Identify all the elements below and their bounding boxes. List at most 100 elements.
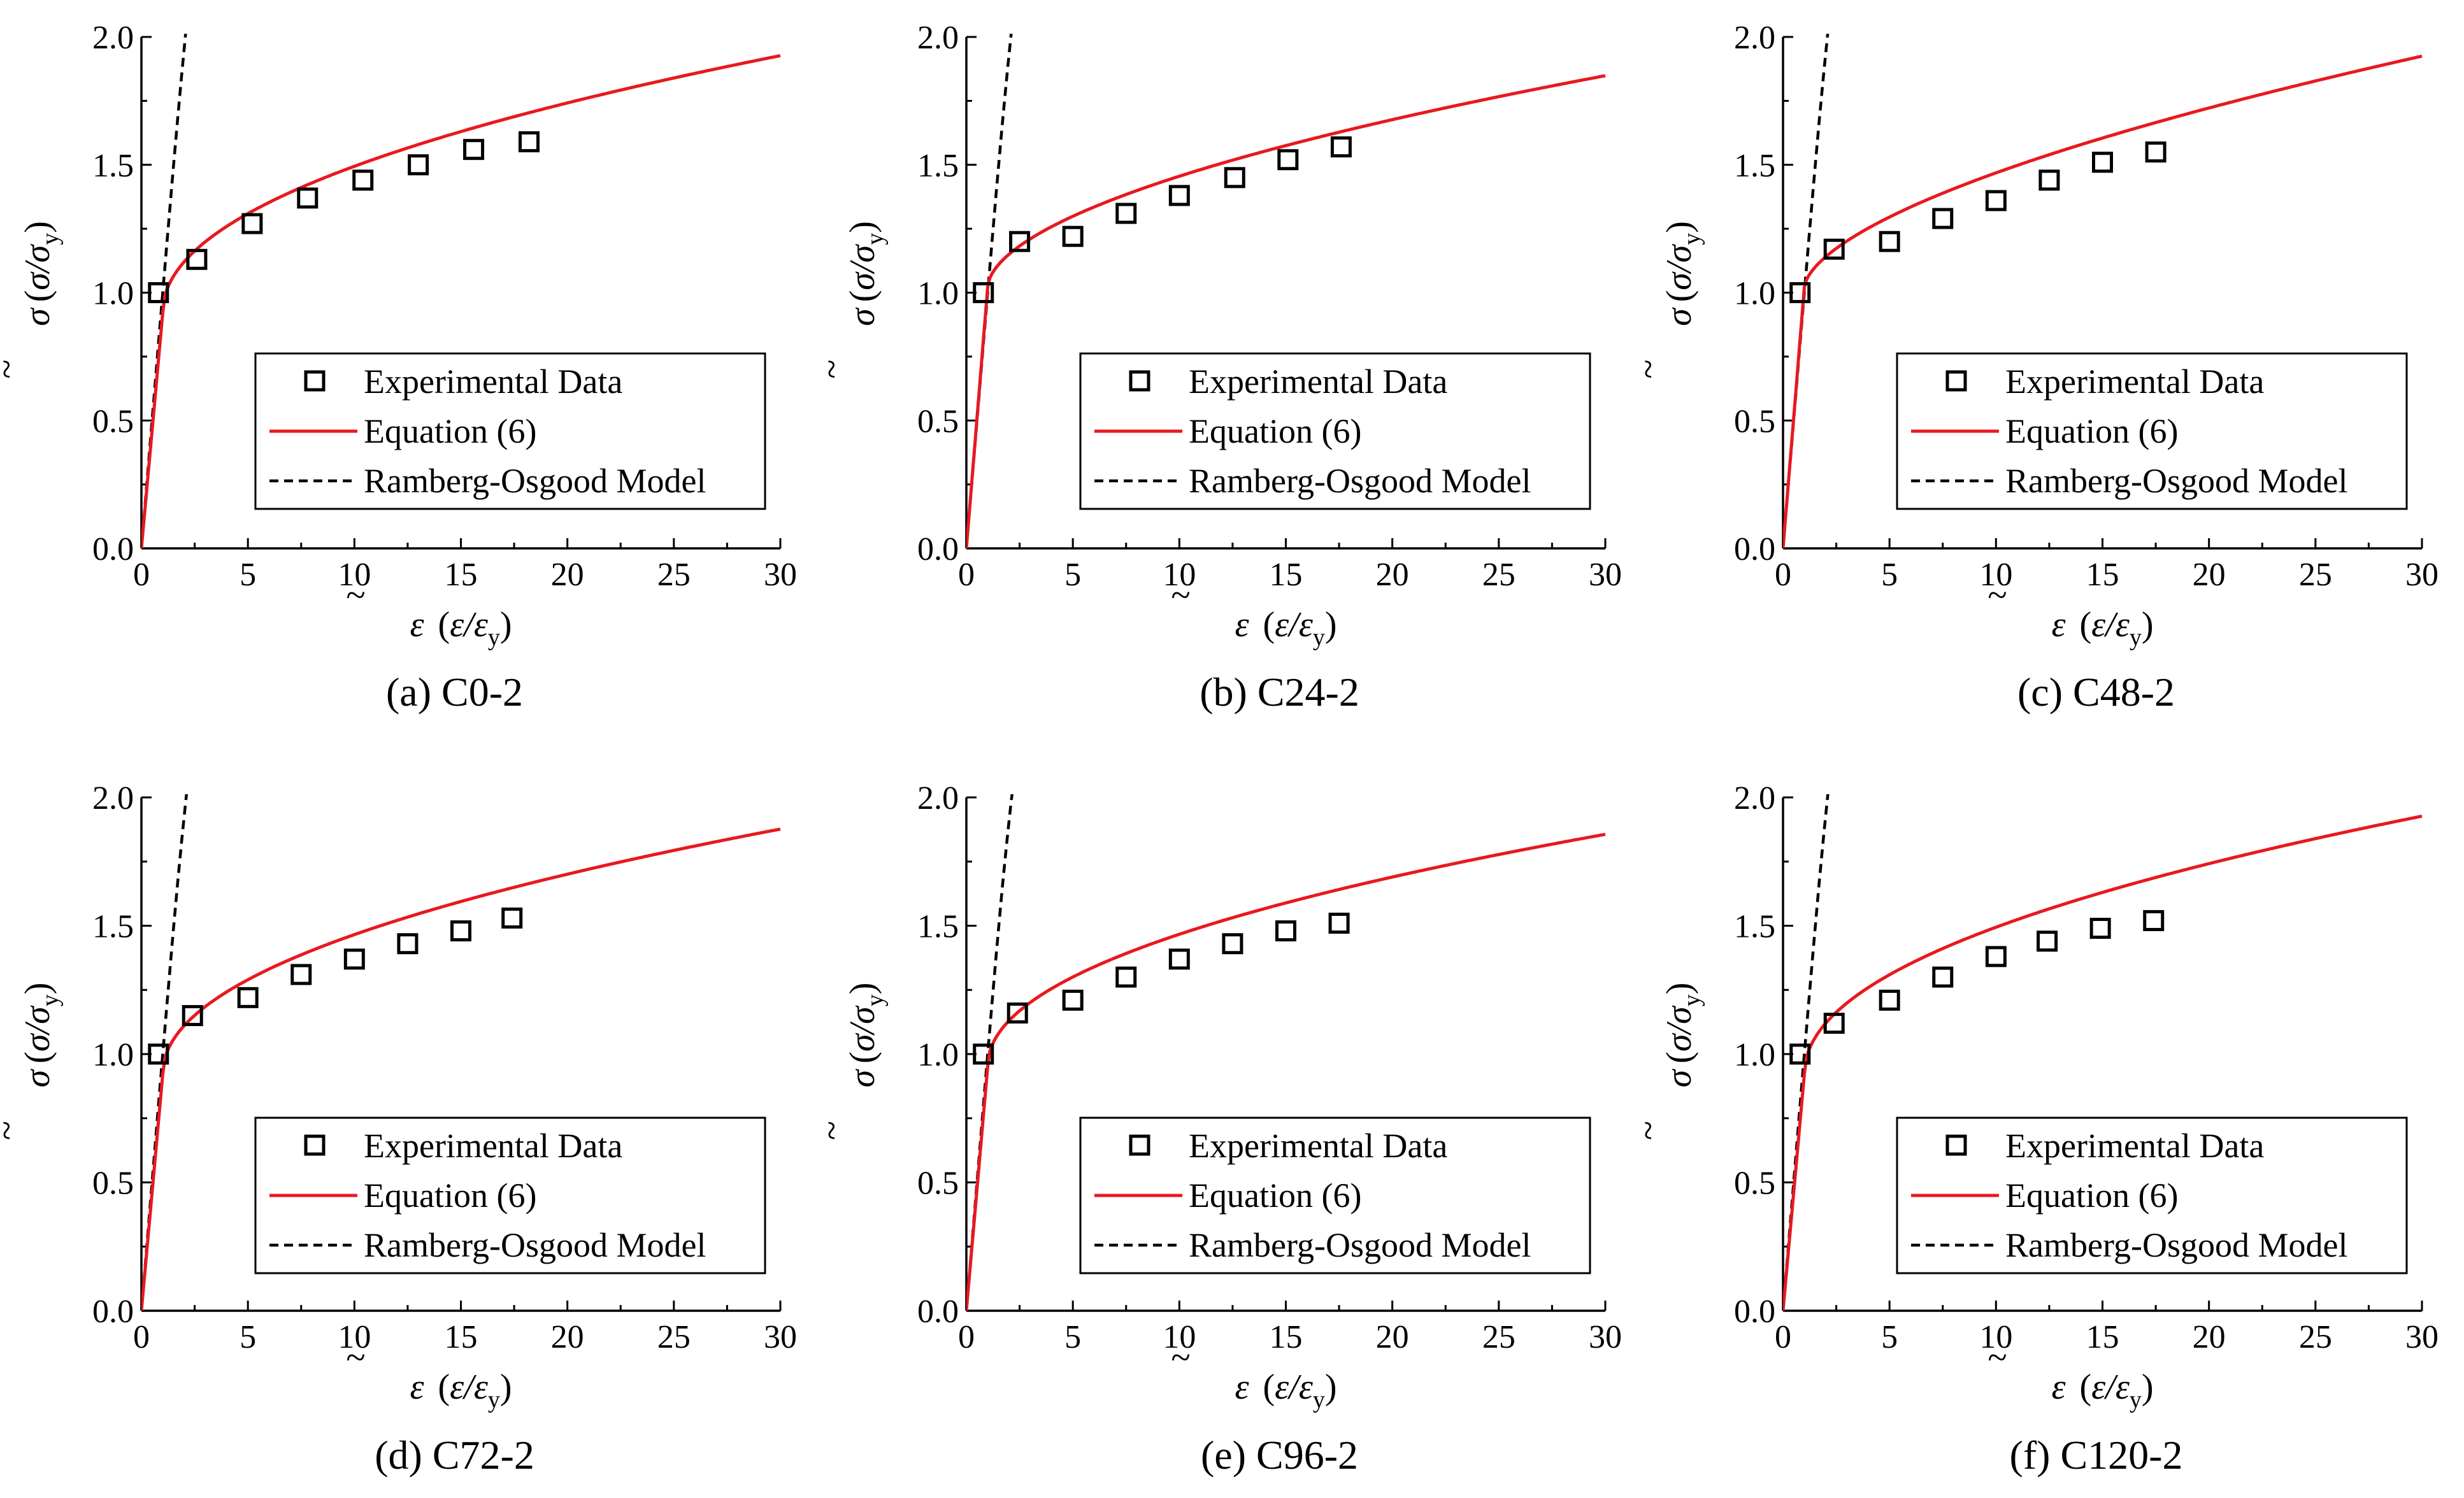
x-tick-label: 0 <box>1775 557 1791 593</box>
x-label-part: ε <box>1275 1367 1289 1407</box>
y-label-tilde: ~ <box>0 359 27 378</box>
y-label-part: / <box>18 260 57 275</box>
y-label-part: ( <box>18 290 57 303</box>
legend: Experimental Data Equation (6) Ramberg-Osg… <box>254 352 766 510</box>
x-tick-label: 15 <box>2086 1319 2119 1355</box>
experimental-point <box>186 248 208 270</box>
experimental-point <box>501 907 523 929</box>
experimental-point <box>148 282 169 303</box>
experimental-point <box>2089 918 2111 939</box>
chart-panel-f: 0 5 10 15 20 25 300.00.51.01.52.0ε (ε/εy)~σ(σ/σ… <box>1629 780 2439 1478</box>
legend: Experimental Data Equation (6) Ramberg-Osg… <box>1079 352 1591 510</box>
y-tick-label: 0.0 <box>92 531 134 567</box>
experimental-point <box>1932 966 1954 988</box>
x-tick-label: 10 <box>1163 1319 1196 1355</box>
experimental-point <box>1115 203 1137 224</box>
y-label-part: σ <box>18 271 57 290</box>
x-label-part: ( <box>2080 605 2092 645</box>
y-tick-label: 2.0 <box>917 780 959 817</box>
y-tick-label: 1.5 <box>92 148 134 184</box>
y-label-part: σ <box>843 1032 882 1052</box>
legend-label-ro-model: Ramberg-Osgood Model <box>364 462 706 500</box>
x-label-part: ε <box>410 1367 424 1407</box>
y-axis-label: σ(σ/σy) <box>1659 221 1705 326</box>
legend-label-experimental: Experimental Data <box>2005 1127 2264 1165</box>
x-tick-label: 20 <box>551 557 584 593</box>
x-label-part: ε <box>1275 605 1289 645</box>
y-label-part: ) <box>843 221 882 233</box>
y-label-part: ( <box>843 290 882 303</box>
x-label-part: / <box>462 1367 476 1407</box>
y-tick-label: 0.5 <box>1734 1166 1775 1202</box>
x-label-part: ) <box>500 605 512 645</box>
x-tick-label: 10 <box>1979 557 2012 593</box>
y-tick-label: 1.5 <box>917 909 959 945</box>
x-axis-label: ε (ε/εy) <box>2051 1367 2153 1413</box>
y-tick-label: 0.0 <box>917 1294 959 1330</box>
x-tick-label: 0 <box>133 1319 150 1355</box>
chart-panel-e: 0 5 10 15 20 25 300.00.51.01.52.0ε (ε/εy)~σ(σ/σ… <box>812 780 1622 1478</box>
y-label-part: σ <box>1659 307 1699 326</box>
legend-marker-experimental <box>1945 1134 1967 1156</box>
x-label-part: ε <box>474 1367 489 1407</box>
experimental-point <box>1879 989 1900 1011</box>
legend-marker-experimental <box>1129 370 1150 392</box>
x-tick-label: 5 <box>1064 1319 1081 1355</box>
x-axis-label: ε (ε/εy) <box>410 605 512 651</box>
legend-label-experimental: Experimental Data <box>1189 362 1447 401</box>
experimental-point <box>1168 185 1190 206</box>
x-label-part: y <box>1313 1387 1325 1413</box>
legend-marker-experimental <box>1129 1134 1150 1156</box>
y-label-part: σ <box>843 1068 882 1087</box>
x-tick-label: 20 <box>1376 557 1409 593</box>
y-tick-label: 0.5 <box>1734 403 1775 439</box>
y-label-tilde: ~ <box>0 1121 27 1140</box>
y-label-part: / <box>1659 260 1699 275</box>
experimental-point <box>1985 946 2007 967</box>
x-label-tilde: ~ <box>1171 1338 1190 1378</box>
x-label-part: ε <box>2051 1367 2066 1407</box>
x-tick-label: 15 <box>1270 557 1303 593</box>
legend-label-ro-model: Ramberg-Osgood Model <box>2005 462 2347 500</box>
x-tick-label: 15 <box>445 1319 478 1355</box>
x-tick-label: 5 <box>240 1319 256 1355</box>
legend-label-experimental: Experimental Data <box>364 1127 622 1165</box>
y-label-part: y <box>37 233 64 245</box>
x-label-part: y <box>488 1387 500 1413</box>
x-label-part: ε <box>474 605 489 645</box>
y-tick-label: 1.0 <box>92 276 134 312</box>
y-axis-label: σ(σ/σy) <box>843 983 889 1088</box>
x-tick-label: 10 <box>1979 1319 2012 1355</box>
experimental-point <box>2037 931 2058 952</box>
x-label-part: ε <box>1299 605 1314 645</box>
y-label-part: ) <box>843 983 882 995</box>
experimental-point <box>1006 1002 1028 1024</box>
legend-label-experimental: Experimental Data <box>2005 362 2264 401</box>
y-tick-label: 0.5 <box>92 1166 134 1202</box>
experimental-point <box>148 1043 169 1065</box>
x-label-part: ε <box>2116 1367 2130 1407</box>
x-tick-label: 20 <box>1376 1319 1409 1355</box>
x-tick-label: 30 <box>764 1319 797 1355</box>
legend-label-equation: Equation (6) <box>1189 412 1361 450</box>
legend: Experimental Data Equation (6) Ramberg-Osg… <box>254 1116 766 1274</box>
y-tick-label: 0.5 <box>917 1166 959 1202</box>
x-tick-label: 5 <box>240 557 256 593</box>
x-tick-label: 5 <box>1064 557 1081 593</box>
x-tick-label: 20 <box>2193 1319 2226 1355</box>
y-tick-label: 0.0 <box>1734 531 1775 567</box>
y-tick-label: 0.0 <box>1734 1294 1775 1330</box>
x-label-part: / <box>1287 1367 1301 1407</box>
x-tick-label: 5 <box>1881 557 1898 593</box>
x-tick-label: 25 <box>2299 1319 2332 1355</box>
x-tick-label: 20 <box>551 1319 584 1355</box>
legend-label-equation: Equation (6) <box>2005 412 2178 450</box>
y-label-tilde: ~ <box>1629 359 1668 378</box>
experimental-point <box>463 139 485 160</box>
x-axis-label: ε (ε/εy) <box>410 1367 512 1413</box>
x-tick-label: 15 <box>2086 557 2119 593</box>
y-tick-label: 1.0 <box>1734 276 1775 312</box>
x-label-part: y <box>2130 624 2142 651</box>
x-label-part: / <box>2103 605 2118 645</box>
x-tick-label: 0 <box>958 557 975 593</box>
